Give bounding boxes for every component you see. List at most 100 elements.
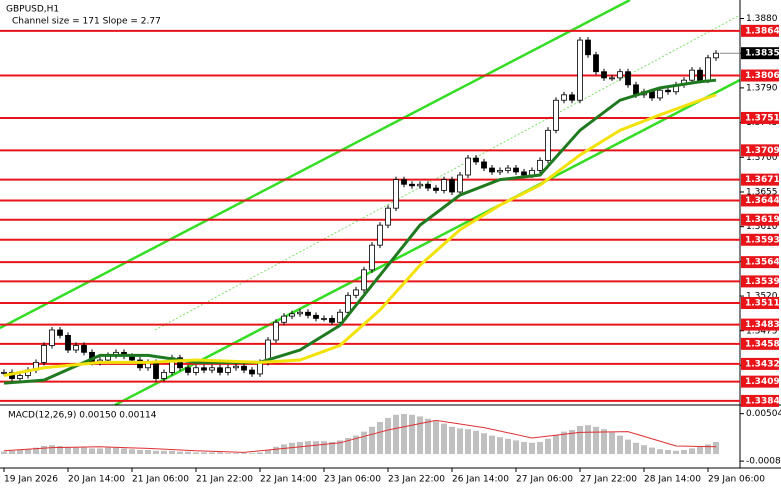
macd-bar [121, 448, 127, 454]
candle [161, 371, 167, 379]
macd-bar [673, 450, 679, 454]
candle [401, 179, 407, 185]
current-price-box [741, 47, 779, 60]
y-tick-label: 1.3610 [746, 222, 778, 232]
level-label: 1.3619 [745, 215, 780, 225]
x-tick-label: 19 Jan 2026 [4, 475, 58, 485]
level-label: 1.3409 [745, 377, 780, 387]
macd-bar [225, 453, 231, 454]
macd-bar [305, 441, 311, 454]
macd-bar [153, 450, 159, 454]
candle [49, 329, 55, 346]
x-tick-label: 23 Jan 06:00 [324, 475, 381, 485]
moving-average [3, 78, 717, 385]
macd-bar [281, 444, 287, 454]
candle [177, 357, 183, 369]
candle [41, 345, 47, 363]
macd-bar [49, 445, 55, 454]
macd-bar [321, 441, 327, 454]
macd-bar [521, 442, 527, 454]
macd-bar [545, 438, 551, 454]
candle [153, 361, 159, 379]
y-tick-label: 1.3700 [746, 153, 778, 163]
candle [433, 187, 439, 191]
candle [449, 179, 455, 193]
candle [385, 207, 391, 226]
symbol-title: GBPUSD,H1 [6, 5, 59, 15]
candle [289, 313, 295, 317]
macd-bar [89, 448, 95, 454]
moving-average [3, 93, 717, 377]
y-tick-label: 1.3655 [746, 187, 778, 197]
x-tick-label: 26 Jan 14:00 [452, 475, 509, 485]
level-box [741, 275, 779, 288]
macd-bar [97, 448, 103, 454]
candle [657, 89, 663, 99]
candle [1, 371, 7, 374]
candle [345, 294, 351, 313]
candle [521, 171, 527, 176]
macd-tick-label: -0.00089 [746, 457, 781, 467]
level-box [741, 194, 779, 207]
candle [225, 367, 231, 373]
macd-bar [169, 450, 175, 454]
macd-bar [577, 426, 583, 454]
x-tick-label: 22 Jan 14:00 [260, 475, 317, 485]
candle [273, 321, 279, 341]
candle [649, 91, 655, 99]
candle [465, 157, 471, 176]
macd-bar [329, 442, 335, 454]
macd-bar [697, 446, 703, 454]
macd-bar [505, 438, 511, 454]
macd-bar [369, 426, 375, 454]
candle [81, 345, 87, 353]
candle [353, 289, 359, 296]
candle [489, 167, 495, 173]
x-tick-label: 21 Jan 22:00 [196, 475, 253, 485]
macd-bar [177, 451, 183, 454]
macd-bar [401, 414, 407, 454]
level-label: 1.3644 [745, 196, 780, 206]
macd-bar [233, 453, 239, 454]
macd-bar [217, 452, 223, 454]
x-tick-label: 21 Jan 06:00 [132, 475, 189, 485]
y-tick-label: 1.3790 [746, 83, 778, 93]
x-tick-label: 29 Jan 06:00 [708, 475, 765, 485]
candle [321, 318, 327, 320]
macd-bar [449, 426, 455, 454]
level-label: 1.3539 [745, 277, 780, 287]
level-label: 1.3458 [745, 339, 780, 349]
level-label: 1.3864 [745, 26, 780, 36]
candle [665, 89, 671, 93]
candle [241, 365, 247, 371]
macd-bar [25, 449, 31, 454]
candle [457, 174, 463, 193]
candle [617, 71, 623, 79]
macd-bar [385, 418, 391, 454]
macd-bar [377, 422, 383, 454]
candle [577, 39, 583, 101]
macd-bar [593, 426, 599, 454]
channel-lower [114, 78, 741, 407]
macd-bar [265, 450, 271, 454]
candle [65, 334, 71, 351]
x-tick-label: 27 Jan 06:00 [516, 475, 573, 485]
macd-bar [361, 431, 367, 454]
candle [409, 183, 415, 187]
candle [505, 167, 511, 171]
level-label: 1.3751 [745, 113, 780, 123]
macd-bar [513, 440, 519, 454]
macd-bar [249, 453, 255, 454]
level-label: 1.3593 [745, 235, 780, 245]
macd-bar [185, 451, 191, 454]
candle [585, 39, 591, 56]
level-box [741, 144, 779, 157]
level-label: 1.3511 [745, 299, 780, 309]
candle [393, 179, 399, 209]
candle [545, 129, 551, 161]
level-box [741, 318, 779, 331]
candle [417, 183, 423, 187]
level-label: 1.3432 [745, 359, 780, 369]
candle [537, 159, 543, 171]
macd-bar [649, 447, 655, 454]
